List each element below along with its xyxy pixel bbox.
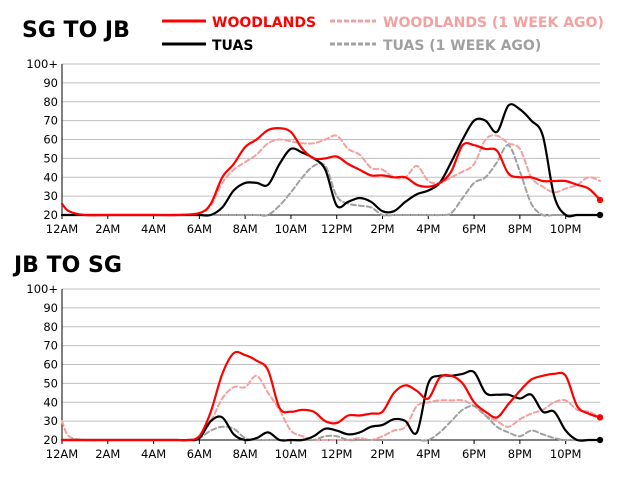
y-tick-label: 40 [43,395,58,409]
y-tick-label: 60 [43,358,58,372]
x-tick-label: 6PM [462,447,486,461]
series-line-tuas [60,369,602,442]
x-tick-label: 2PM [370,447,394,461]
chart-title-sg-to-jb: SG TO JB [22,18,130,43]
series-line-woodlands [60,350,602,442]
y-tick-label: 30 [43,189,58,203]
plot-sg-to-jb: 20 30 40 50 60 70 80 90 100+ 12AM 2AM 4AM 6AM 8AM 10AM… [26,57,604,236]
y-tick-label: 40 [43,170,58,184]
y-tick-label: 50 [43,151,58,165]
y-tick-label: 90 [43,76,58,90]
y-tick-label: 90 [43,301,58,315]
x-tick-label: 6AM [187,222,212,236]
x-tick-label: 4PM [416,222,440,236]
legend-label-woodlands: WOODLANDS [212,15,316,31]
y-tick-label: 80 [43,95,58,109]
series-end-marker-tuas [596,436,604,444]
series-line-woodlands-prev [61,374,601,442]
series-line-woodlands [60,127,602,217]
x-tick-label: 12PM [321,447,353,461]
y-tick-label: 30 [43,414,58,428]
series-line-tuas [60,103,602,218]
x-tick-label: 12PM [321,222,353,236]
series-end-marker-woodlands [596,196,604,204]
x-tick-label: 2AM [95,222,120,236]
x-tick-label: 12AM [46,447,78,461]
x-tick-label: 4PM [416,447,440,461]
x-tick-label: 4AM [141,447,166,461]
x-tick-label: 4AM [141,222,166,236]
x-tick-label: 6PM [462,222,486,236]
x-tick-label: 8PM [508,447,532,461]
x-tick-label: 8PM [508,222,532,236]
y-tick-label: 50 [43,376,58,390]
plot-jb-to-sg: 20 30 40 50 60 70 80 90 100+ 12AM 2AM 4AM 6AM 8AM 10AM… [26,282,604,461]
series-end-marker-tuas [596,211,604,219]
x-tick-label: 10PM [550,447,582,461]
y-tick-label: 100+ [26,57,58,71]
x-tick-label: 2PM [370,222,394,236]
x-tick-label: 12AM [46,222,78,236]
y-tick-label: 80 [43,320,58,334]
x-tick-label: 10AM [275,222,307,236]
y-tick-label: 20 [43,208,58,222]
series-line-woodlands-prev [61,134,601,217]
y-tick-label: 60 [43,133,58,147]
legend-label-tuas-prev: TUAS (1 WEEK AGO) [383,38,541,54]
chart-title-jb-to-sg: JB TO SG [12,253,122,278]
y-tick-label: 100+ [26,282,58,296]
series-end-marker-woodlands [596,414,604,421]
series-line-tuas-prev [61,144,601,217]
x-tick-label: 2AM [95,447,120,461]
legend-label-woodlands-prev: WOODLANDS (1 WEEK AGO) [383,15,604,31]
y-tick-label: 70 [43,114,58,128]
x-tick-label: 6AM [187,447,212,461]
x-tick-label: 10PM [550,222,582,236]
legend-label-tuas: TUAS [212,38,253,54]
x-tick-label: 10AM [275,447,307,461]
y-tick-label: 20 [43,433,58,447]
y-tick-label: 70 [43,339,58,353]
legend: WOODLANDS WOODLANDS (1 WEEK AGO) TUAS TU… [162,15,604,54]
x-tick-label: 8AM [233,447,258,461]
x-tick-label: 8AM [233,222,258,236]
